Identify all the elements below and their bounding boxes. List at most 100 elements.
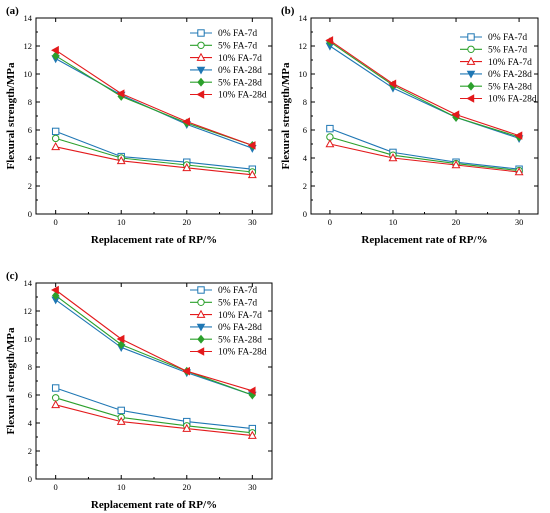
legend-entry: 10% FA-28d xyxy=(190,347,267,358)
y-tick-label: 0 xyxy=(28,474,32,484)
x-axis-title: Replacement rate of RP/% xyxy=(91,234,217,246)
legend-label: 10% FA-28d xyxy=(488,95,537,105)
data-point xyxy=(51,141,61,151)
legend-entry: 10% FA-7d xyxy=(460,56,532,68)
series-10-fa-28d xyxy=(325,36,523,140)
y-tick-label: 2 xyxy=(28,446,32,456)
y-tick-label: 8 xyxy=(28,97,32,107)
y-tick-label: 6 xyxy=(28,125,32,135)
chart-panel-3: 0 2 4 6 8 10 12 14 0 10 20 30 Replacement rate of RP… xyxy=(5,270,273,511)
legend-marker xyxy=(197,286,205,294)
series-line xyxy=(55,387,253,430)
data-point xyxy=(117,406,125,415)
legend-entry: 10% FA-7d xyxy=(190,309,262,321)
y-tick-label: 6 xyxy=(303,125,307,135)
data-point xyxy=(51,399,61,409)
x-tick-label: 10 xyxy=(117,217,126,227)
y-tick-label: 4 xyxy=(28,418,33,428)
data-point xyxy=(182,117,190,126)
legend-marker xyxy=(467,45,475,53)
x-tick-label: 20 xyxy=(452,217,461,227)
x-tick-label: 20 xyxy=(183,217,192,227)
legend-label: 5% FA-7d xyxy=(218,299,257,309)
y-axis-title: Flexural strength/MPa xyxy=(5,327,17,435)
series-10-fa-28d xyxy=(51,285,256,396)
y-tick-label: 12 xyxy=(24,41,33,51)
legend-marker xyxy=(197,77,205,87)
legend-marker xyxy=(466,56,476,65)
legend-entry: 10% FA-28d xyxy=(190,90,267,101)
series-line xyxy=(55,130,253,170)
data-point xyxy=(514,167,524,176)
data-point xyxy=(388,153,398,162)
legend-marker xyxy=(196,66,206,75)
series-line xyxy=(55,404,253,437)
x-tick-label: 30 xyxy=(248,217,257,227)
legend-entry: 0% FA-28d xyxy=(190,323,262,333)
data-point xyxy=(325,139,335,148)
series-line xyxy=(329,128,520,170)
series-line xyxy=(329,136,520,172)
y-axis-title: Flexural strength/MPa xyxy=(280,62,292,170)
legend-entry: 5% FA-28d xyxy=(460,81,532,92)
legend-label: 5% FA-7d xyxy=(218,42,257,52)
x-tick-label: 10 xyxy=(389,217,398,227)
panel-label: (b) xyxy=(281,5,295,17)
data-point xyxy=(51,291,60,301)
legend-entry: 10% FA-7d xyxy=(190,52,262,64)
legend: 0% FA-7d 5% FA-7d 10% FA-7d 0% FA-28d 5% FA-… xyxy=(190,286,267,358)
series-0-fa-7d xyxy=(326,124,523,173)
legend-entry: 0% FA-28d xyxy=(460,70,532,80)
y-tick-label: 6 xyxy=(28,390,32,400)
data-point xyxy=(182,162,192,172)
y-axis-title: Flexural strength/MPa xyxy=(5,62,17,170)
y-tick-label: 0 xyxy=(28,209,32,219)
series-line xyxy=(55,289,253,392)
legend-label: 5% FA-28d xyxy=(218,335,262,345)
legend-label: 0% FA-28d xyxy=(218,66,262,76)
legend-marker xyxy=(466,94,475,103)
data-point xyxy=(325,36,334,45)
y-tick-label: 10 xyxy=(24,69,33,79)
legend-marker xyxy=(196,323,206,332)
x-tick-label: 20 xyxy=(183,482,192,492)
x-tick-label: 10 xyxy=(117,482,126,492)
y-tick-label: 12 xyxy=(299,41,308,51)
series-line xyxy=(55,146,253,176)
legend-label: 0% FA-28d xyxy=(218,323,262,333)
legend-entry: 0% FA-7d xyxy=(190,29,257,39)
data-point xyxy=(388,79,397,89)
legend-label: 0% FA-7d xyxy=(488,33,527,43)
legend-label: 0% FA-28d xyxy=(488,70,532,80)
y-tick-label: 10 xyxy=(299,69,308,79)
legend-label: 10% FA-7d xyxy=(488,58,532,68)
data-point xyxy=(51,384,60,392)
legend: 0% FA-7d 5% FA-7d 10% FA-7d 0% FA-28d 5% FA-… xyxy=(190,29,267,101)
y-tick-label: 0 xyxy=(303,209,307,219)
data-point xyxy=(514,131,523,140)
x-tick-label: 0 xyxy=(54,482,58,492)
legend-label: 0% FA-7d xyxy=(218,29,257,39)
series-line xyxy=(55,55,253,146)
data-point xyxy=(116,334,125,344)
legend-label: 5% FA-28d xyxy=(488,82,532,92)
y-tick-label: 12 xyxy=(24,306,33,316)
legend-label: 5% FA-7d xyxy=(488,46,527,56)
legend-entry: 0% FA-28d xyxy=(190,66,262,76)
y-tick-label: 4 xyxy=(28,153,33,163)
chart-panel-2: 0 2 4 6 8 10 12 14 0 10 20 30 Replacement rate of RP… xyxy=(280,5,539,246)
legend-entry: 10% FA-28d xyxy=(460,94,537,105)
legend-marker xyxy=(467,81,475,91)
legend-entry: 5% FA-7d xyxy=(190,299,257,309)
series-line xyxy=(329,143,520,173)
series-5-fa-7d xyxy=(51,394,257,437)
series-10-fa-7d xyxy=(51,399,257,439)
y-tick-label: 4 xyxy=(303,153,308,163)
legend-label: 0% FA-7d xyxy=(218,286,257,296)
x-axis-title: Replacement rate of RP/% xyxy=(361,234,487,246)
data-point xyxy=(451,160,461,169)
legend-marker xyxy=(197,334,205,344)
series-5-fa-7d xyxy=(326,133,523,175)
series-line xyxy=(329,45,520,139)
y-tick-label: 10 xyxy=(24,334,33,344)
